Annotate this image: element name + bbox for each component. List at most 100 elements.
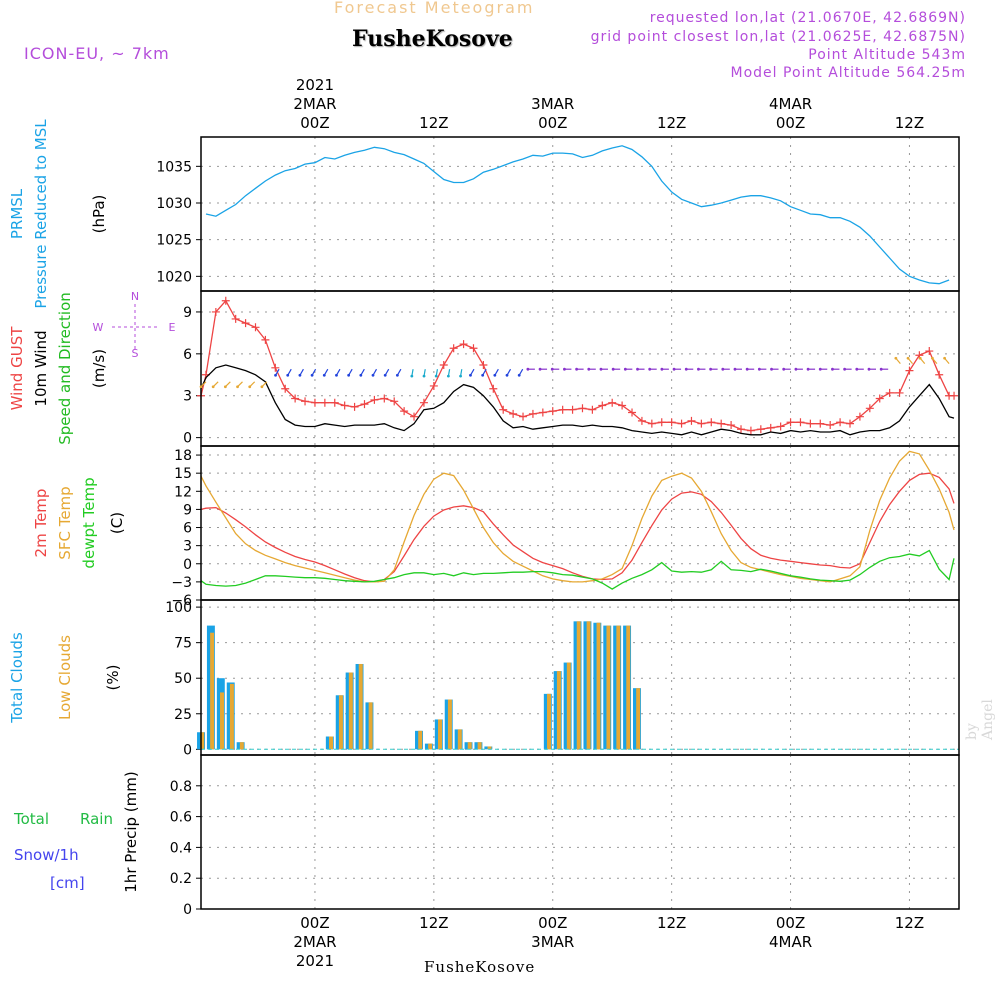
panel-label: (hPa) — [90, 195, 108, 234]
wind-arrow-head — [298, 373, 302, 377]
legend-total: Total — [13, 810, 49, 828]
low-clouds-bar — [576, 621, 581, 750]
gust-marker — [925, 347, 934, 356]
gust-marker — [756, 425, 765, 434]
y-tick-label: 0.4 — [170, 840, 192, 856]
time-year-label: 2021 — [296, 952, 334, 970]
y-tick-label: 0 — [183, 431, 192, 447]
compass-west: W — [93, 321, 104, 334]
gust-marker — [905, 366, 914, 375]
compass-south: S — [132, 347, 139, 360]
time-tick-label: 12Z — [419, 114, 448, 132]
wind-arrow-head — [371, 373, 375, 377]
gust-marker — [538, 408, 547, 417]
panel-wind: 0 3 6 9 Wind GUST 10m Wind Speed and Direction… — [8, 290, 960, 447]
y-tick-label: 0.2 — [170, 871, 192, 887]
wind-arrow-head — [260, 385, 264, 389]
wind-arrow-head — [274, 373, 277, 377]
low-clouds-bar — [239, 742, 244, 750]
wind-arrow-head — [505, 373, 509, 377]
model-point-altitude: Model Point Altitude 564.25m — [730, 65, 966, 81]
gust-marker — [618, 401, 627, 410]
precip-unit-label: 1hr Precip (mm) — [122, 771, 140, 892]
author-signature: by Angel — [964, 699, 996, 740]
y-tick-label: 1035 — [156, 159, 192, 175]
panel-label: dewpt Temp — [80, 477, 98, 568]
chart-title: Forecast Meteogram — [334, 0, 535, 17]
time-tick-label: 12Z — [657, 914, 686, 932]
wind-arrow-head — [335, 373, 338, 377]
panel-label: PRMSL — [8, 188, 26, 239]
wind-arrow-head — [894, 356, 898, 360]
point-altitude: Point Altitude 543m — [808, 47, 966, 63]
y-tick-label: 100 — [165, 600, 192, 616]
wind-arrow-head — [648, 367, 652, 371]
time-tick-label: 00Z — [300, 114, 329, 132]
panel-label: Pressure Reduced to MSL — [32, 119, 50, 309]
series-wind-gust — [200, 299, 954, 432]
gust-marker — [469, 344, 478, 353]
gust-marker — [796, 418, 805, 427]
gust-marker — [806, 419, 815, 428]
gust-marker — [400, 407, 409, 416]
gust-marker — [766, 423, 775, 432]
time-tick-label: 12Z — [419, 914, 448, 932]
y-tick-label: −6 — [171, 593, 192, 609]
series-prmsl — [205, 145, 950, 285]
wind-arrow-head — [199, 385, 203, 389]
wind-arrow-head — [587, 367, 591, 371]
y-tick-label: 15 — [174, 466, 192, 482]
low-clouds-bar — [547, 693, 551, 750]
gust-marker — [677, 419, 686, 428]
wind-arrow-head — [248, 385, 252, 389]
gust-marker — [855, 412, 864, 421]
wind-arrow-head — [347, 373, 351, 377]
series-dewpt-temp — [200, 549, 955, 590]
gust-marker — [935, 370, 944, 379]
gust-marker — [340, 401, 349, 410]
wind-arrow-head — [493, 373, 497, 377]
wind-arrow-head — [359, 373, 363, 377]
compass-east: E — [169, 321, 176, 334]
low-clouds-bar — [428, 743, 433, 750]
low-clouds-bar — [566, 662, 571, 750]
wind-arrow-head — [757, 367, 761, 371]
wind-arrow-head — [733, 367, 737, 371]
gust-marker — [261, 335, 270, 344]
wind-compass: N S W E — [93, 290, 176, 360]
panel-label: Total Clouds — [8, 632, 26, 724]
compass-north: N — [131, 290, 139, 303]
wind-arrow-head — [770, 367, 773, 371]
gust-marker — [479, 361, 488, 370]
gust-marker — [776, 422, 785, 431]
legend-rain: Rain — [80, 810, 113, 828]
gust-marker — [707, 418, 716, 427]
wind-arrow-head — [672, 367, 676, 371]
gust-marker — [687, 416, 696, 425]
y-tick-label: 0.6 — [170, 810, 192, 826]
gust-marker — [439, 361, 448, 370]
gust-marker — [836, 418, 845, 427]
gust-marker — [221, 296, 230, 305]
gust-marker — [419, 398, 428, 407]
gust-marker — [390, 397, 399, 406]
low-clouds-bar — [457, 729, 462, 750]
low-clouds-bar — [438, 719, 442, 750]
wind-arrow-head — [459, 374, 462, 378]
low-clouds-bar — [329, 736, 333, 750]
wind-arrow-head — [879, 367, 883, 371]
wind-arrow-head — [918, 356, 922, 360]
time-tick-label: 12Z — [895, 914, 924, 932]
compass-cross — [112, 304, 158, 350]
panel-label: (m/s) — [90, 349, 108, 388]
gust-marker — [885, 388, 894, 397]
wind-arrow-head — [818, 367, 822, 371]
gust-marker — [281, 384, 290, 393]
gust-marker — [598, 401, 607, 410]
low-clouds-bar — [210, 632, 215, 750]
low-clouds-bar — [636, 688, 641, 750]
series-10m-wind — [200, 364, 955, 436]
gust-marker — [301, 397, 310, 406]
